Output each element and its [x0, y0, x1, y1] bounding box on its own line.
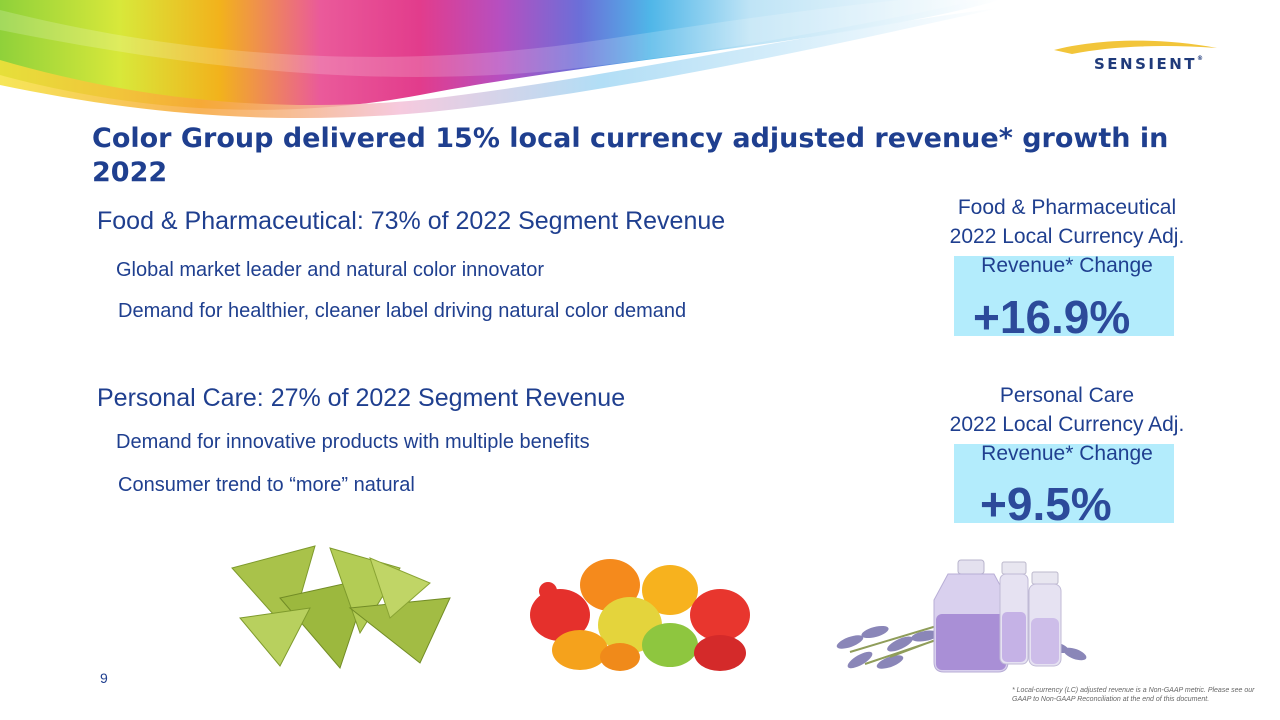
personal-care-bullet: Consumer trend to “more” natural — [118, 474, 415, 496]
sensient-logo-swoosh — [1054, 40, 1217, 54]
color-swirl-banner — [0, 0, 1000, 119]
lavender-and-oil-bottles-image — [836, 559, 1087, 673]
sensient-logo: SENSIENT® — [1094, 55, 1204, 73]
food-pharma-bullet: Demand for healthier, cleaner label driv… — [118, 300, 687, 322]
personal-care-bullet: Demand for innovative products with mult… — [116, 431, 590, 453]
personal-care-kpi-box — [954, 444, 1174, 523]
personal-care-kpi-value: +9.5% — [980, 478, 1112, 530]
food-pharma-kpi-label: Food & Pharmaceutical 2022 Local Currenc… — [949, 196, 1185, 277]
page-number: 9 — [100, 670, 108, 686]
personal-care-kpi-label: Personal Care 2022 Local Currency Adj. R… — [949, 384, 1185, 465]
personal-care-heading: Personal Care: 27% of 2022 Segment Reven… — [97, 384, 626, 412]
page-title: Color Group delivered 15% local currency… — [92, 123, 1169, 188]
food-pharma-kpi-box — [954, 256, 1174, 336]
food-pharma-heading: Food & Pharmaceutical: 73% of 2022 Segme… — [97, 207, 726, 235]
green-tortilla-chips-image — [231, 545, 451, 669]
food-pharma-kpi-value: +16.9% — [973, 291, 1131, 343]
footnote: * Local-currency (LC) adjusted revenue i… — [1012, 687, 1255, 703]
food-pharma-bullet: Global market leader and natural color i… — [116, 259, 545, 281]
gummy-bears-image — [530, 559, 750, 671]
